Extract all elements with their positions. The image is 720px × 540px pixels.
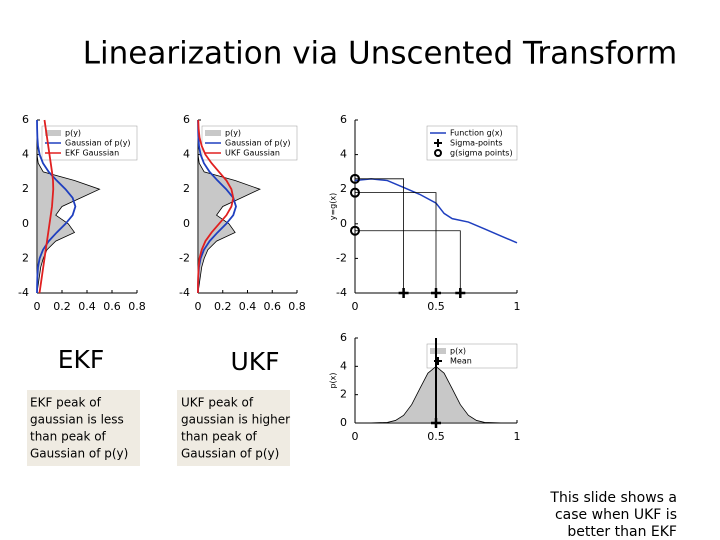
- legend-label: Gaussian of p(y): [225, 139, 291, 148]
- note-text: Gaussian of p(y): [181, 447, 279, 461]
- x-tick-label: 0.2: [53, 300, 71, 313]
- legend-label: g(sigma points): [450, 149, 513, 158]
- legend-label: Sigma-points: [450, 139, 503, 148]
- note-text: EKF peak of: [30, 396, 102, 410]
- note-text: than peak of: [30, 430, 107, 444]
- density-line: [197, 119, 235, 293]
- legend-swatch: [430, 348, 446, 354]
- y-tick-label: 6: [340, 113, 347, 126]
- y-tick-label: 2: [183, 182, 190, 195]
- density-line: [36, 119, 77, 294]
- method-label: EKF: [58, 345, 105, 374]
- y-tick-label: 6: [22, 113, 29, 126]
- x-tick-label: 1: [514, 300, 521, 313]
- x-tick-label: 0.8: [128, 300, 146, 313]
- y-tick-label: -4: [336, 286, 347, 299]
- method-label: UKF: [230, 347, 279, 376]
- footer-text: This slide shows a: [549, 490, 677, 506]
- legend-label: Mean: [450, 357, 472, 366]
- x-tick-label: 0.5: [427, 300, 445, 313]
- y-tick-label: 6: [183, 113, 190, 126]
- y-tick-label: 2: [22, 251, 29, 264]
- y-tick-label: 4: [22, 148, 29, 161]
- legend-label: EKF Gaussian: [65, 149, 119, 158]
- x-tick-label: 0: [195, 300, 202, 313]
- slide-title: Linearization via Unscented Transform: [83, 36, 677, 72]
- y-tick-label: 2: [340, 388, 347, 401]
- x-tick-label: 0.4: [239, 300, 257, 313]
- y-tick-label: 4: [340, 148, 347, 161]
- y-tick-label: 0: [22, 217, 29, 230]
- y-tick-label: 2: [340, 182, 347, 195]
- x-tick-label: 0.5: [427, 430, 445, 443]
- y-tick-label: -4: [18, 286, 29, 299]
- y-tick-label: 4: [183, 148, 190, 161]
- projection-line: [355, 230, 461, 293]
- x-tick-label: 0: [352, 300, 359, 313]
- legend-swatch: [434, 139, 442, 147]
- footer-text: case when UKF is: [555, 507, 677, 523]
- y-tick-label: -2: [179, 251, 190, 264]
- note-box: [177, 390, 290, 466]
- y-tick-label: -4: [179, 286, 190, 299]
- note-box: [27, 390, 140, 466]
- legend-label: Gaussian of p(y): [65, 139, 131, 148]
- note-text: gaussian is less: [30, 413, 124, 427]
- y-tick-label: 6: [340, 331, 347, 344]
- x-tick-label: 0: [34, 300, 41, 313]
- density-line: [38, 119, 55, 294]
- legend-swatch: [45, 130, 61, 136]
- x-tick-label: 0.6: [103, 300, 121, 313]
- y-tick-label: 2: [22, 182, 29, 195]
- y-tick-label: 4: [340, 359, 347, 372]
- x-tick-label: 0.4: [78, 300, 96, 313]
- y-axis-label: p(x): [329, 372, 338, 388]
- note-text: than peak of: [181, 430, 258, 444]
- legend-label: UKF Gaussian: [225, 149, 280, 158]
- x-tick-label: 0.6: [264, 300, 282, 313]
- y-tick-label: 0: [183, 217, 190, 230]
- note-text: Gaussian of p(y): [30, 447, 128, 461]
- y-tick-label: 0: [340, 416, 347, 429]
- x-tick-label: 1: [514, 430, 521, 443]
- projection-line: [355, 178, 404, 293]
- legend-box: [426, 343, 518, 369]
- y-axis-label: y=g(x): [329, 193, 338, 221]
- note-text: gaussian is higher: [181, 413, 290, 427]
- plus-marker: [431, 418, 441, 428]
- y-tick-label: 0: [340, 217, 347, 230]
- legend-swatch: [434, 149, 442, 157]
- x-tick-label: 0: [352, 430, 359, 443]
- x-tick-label: 0.2: [214, 300, 232, 313]
- legend-swatch: [205, 130, 221, 136]
- projection-line: [355, 192, 437, 293]
- y-tick-label: -2: [336, 251, 347, 264]
- legend-label: p(y): [65, 129, 81, 138]
- x-tick-label: 0.8: [288, 300, 306, 313]
- legend-label: Function g(x): [450, 129, 503, 138]
- function-line: [354, 178, 518, 244]
- legend-label: p(y): [225, 129, 241, 138]
- legend-label: p(x): [450, 347, 466, 356]
- note-text: UKF peak of: [181, 396, 254, 410]
- footer-text: better than EKF: [567, 524, 677, 540]
